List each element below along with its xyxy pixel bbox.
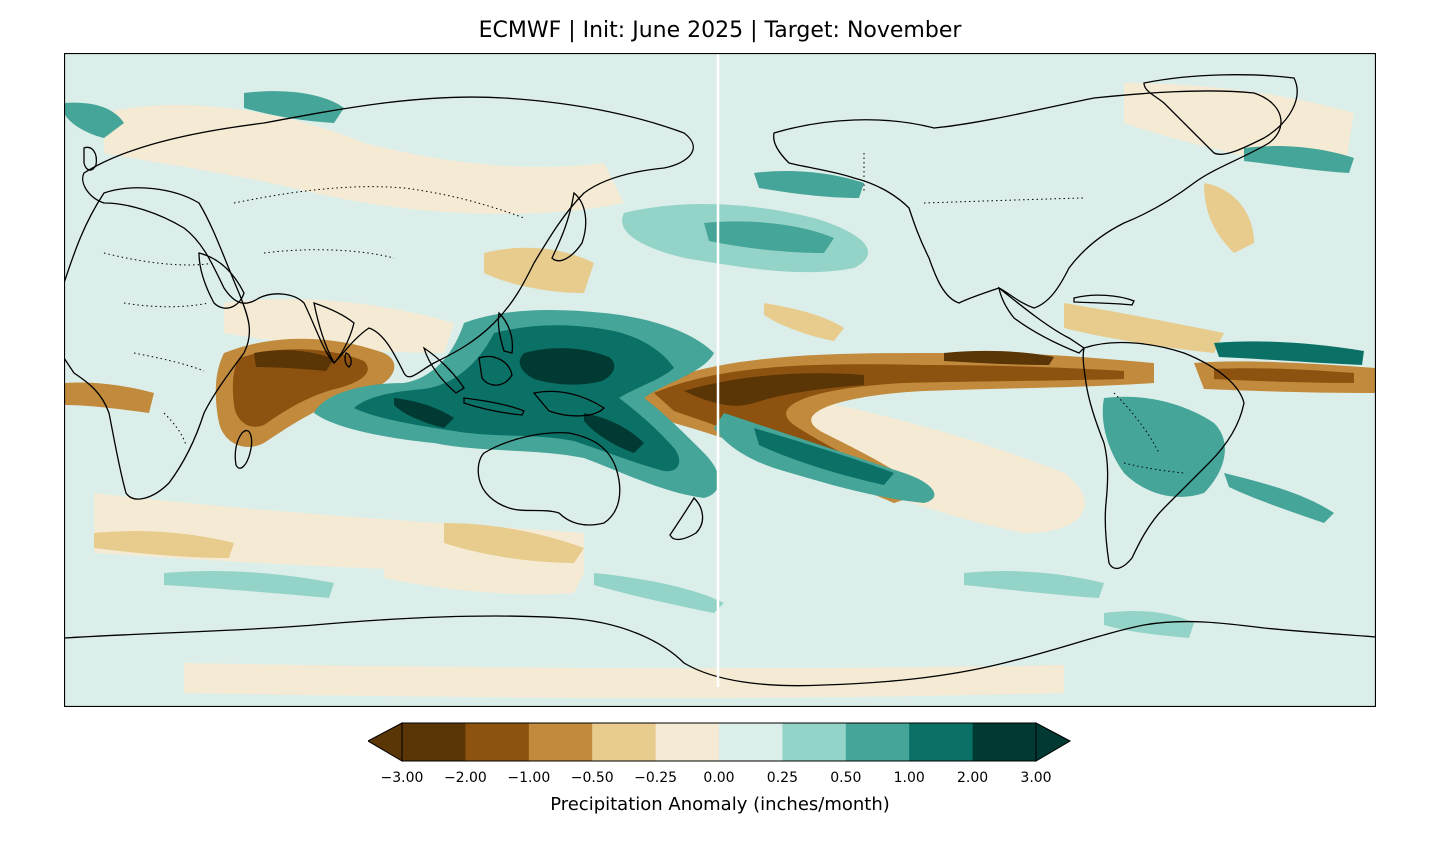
sri-lanka-outline — [344, 352, 352, 368]
japan-outline — [551, 191, 587, 262]
australia-outline — [477, 432, 621, 526]
colorbar-label: Precipitation Anomaly (inches/month) — [550, 794, 890, 815]
colorbar-tick-label: 0.25 — [766, 770, 798, 786]
colorbar-extend-low — [366, 722, 403, 762]
colorbar-segment — [592, 723, 657, 761]
philippines-outline — [497, 311, 514, 354]
country-borders — [103, 153, 1185, 474]
greenland-outline — [1143, 74, 1298, 155]
colorbar-svg — [366, 722, 1072, 762]
colorbar-segment — [909, 723, 974, 761]
colorbar-tick-label: 2.00 — [957, 770, 989, 786]
central-america-outline — [998, 286, 1086, 354]
madagascar-outline — [234, 429, 253, 469]
colorbar-segments — [402, 723, 1037, 761]
colorbar-tick-label: 3.00 — [1020, 770, 1052, 786]
uk-outline — [83, 146, 98, 171]
colorbar-tick-label: 0.00 — [703, 770, 735, 786]
colorbar-extend-high — [1035, 722, 1072, 762]
colorbar-tick-label: 1.00 — [893, 770, 925, 786]
colorbar-tick-label: −0.50 — [570, 770, 614, 786]
precipitation-map — [64, 53, 1376, 707]
colorbar-tick-label: 0.50 — [830, 770, 862, 786]
colorbar-tick-label: −2.00 — [443, 770, 487, 786]
colorbar-tick-label: −3.00 — [380, 770, 424, 786]
colorbar-segment — [528, 723, 593, 761]
colorbar-outline — [401, 722, 1037, 762]
colorbar-segment — [972, 723, 1037, 761]
colorbar-segment — [719, 723, 783, 761]
map-border — [64, 53, 1376, 707]
colorbar-tick-label: −0.25 — [634, 770, 678, 786]
colorbar-segment — [845, 723, 910, 761]
colorbar-tick-label: −1.00 — [507, 770, 551, 786]
colorbar-segment — [465, 723, 530, 761]
colorbar-segment — [655, 723, 720, 761]
eurasia-outline — [82, 96, 694, 378]
africa-outline — [64, 187, 251, 500]
new-guinea-outline — [532, 390, 606, 417]
coastlines — [64, 74, 1376, 687]
south-america-outline — [1082, 341, 1245, 570]
map-canvas — [64, 53, 1376, 707]
antarctica-outline — [64, 615, 1376, 687]
map-title: ECMWF | Init: June 2025 | Target: Novemb… — [478, 18, 962, 43]
caribbean-outline — [1073, 294, 1135, 306]
java-outline — [463, 397, 525, 416]
colorbar — [366, 722, 1072, 768]
india-outline — [313, 302, 355, 365]
north-america-outline — [773, 90, 1282, 309]
borneo-outline — [478, 355, 513, 386]
colorbar-segment — [402, 723, 466, 761]
arabia-outline — [198, 252, 245, 309]
sumatra-outline — [422, 346, 465, 394]
colorbar-segment — [782, 723, 847, 761]
new-zealand-outline — [669, 496, 704, 541]
